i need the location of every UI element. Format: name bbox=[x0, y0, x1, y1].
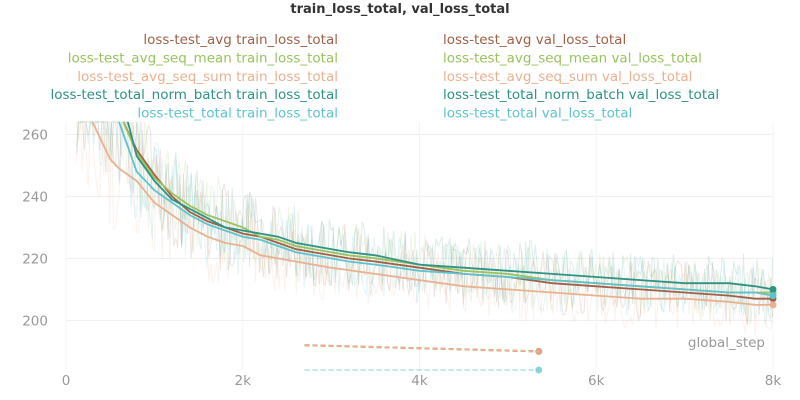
y-tick-label: 240 bbox=[22, 189, 48, 205]
legend-entry: loss-test_avg train_loss_total bbox=[143, 32, 338, 48]
series-end-point bbox=[535, 366, 543, 374]
legend: loss-test_avg train_loss_total loss-test_… bbox=[50, 32, 719, 122]
chart-title: train_loss_total, val_loss_total bbox=[290, 2, 509, 17]
x-tick-label: 6k bbox=[588, 373, 605, 389]
x-tick-label: 4k bbox=[411, 373, 428, 389]
x-tick-label: 0 bbox=[62, 373, 71, 389]
legend-entry: loss-test_total train_loss_total bbox=[137, 106, 338, 122]
legend-entry: loss-test_avg_seq_sum val_loss_total bbox=[443, 69, 692, 85]
series-end-point bbox=[769, 285, 777, 293]
y-tick-label: 260 bbox=[22, 127, 48, 143]
legend-entry: loss-test_total_norm_batch val_loss_tota… bbox=[443, 87, 719, 103]
y-tick-label: 200 bbox=[22, 313, 48, 329]
series-end-point bbox=[769, 292, 777, 300]
x-axis-label: global_step bbox=[688, 335, 765, 351]
legend-entry: loss-test_total val_loss_total bbox=[443, 106, 632, 122]
legend-entry: loss-test_total_norm_batch train_loss_to… bbox=[50, 87, 338, 103]
raw-noise-line bbox=[76, 120, 774, 336]
legend-entry: loss-test_avg_seq_mean train_loss_total bbox=[68, 50, 338, 66]
raw-noise-line bbox=[76, 121, 773, 326]
series-end-point bbox=[769, 301, 777, 309]
legend-entry: loss-test_avg val_loss_total bbox=[443, 32, 626, 48]
grid bbox=[65, 122, 774, 370]
raw-noise-band bbox=[76, 120, 774, 336]
x-tick-label: 8k bbox=[765, 373, 782, 389]
raw-noise-line bbox=[76, 121, 774, 326]
series-end-point bbox=[535, 347, 543, 355]
series-line bbox=[304, 344, 539, 353]
legend-entry: loss-test_avg_seq_mean val_loss_total bbox=[443, 50, 702, 66]
series-line bbox=[118, 121, 774, 297]
legend-entry: loss-test_avg_seq_sum train_loss_total bbox=[77, 69, 338, 85]
axis-ticks: 200 220 240 260 0 2k 4k 6k 8k bbox=[22, 127, 781, 389]
x-tick-label: 2k bbox=[235, 373, 252, 389]
y-tick-label: 220 bbox=[22, 251, 48, 267]
series-lines bbox=[91, 121, 777, 374]
series-line bbox=[127, 121, 774, 291]
series-line bbox=[91, 121, 773, 306]
series-line bbox=[122, 121, 773, 300]
